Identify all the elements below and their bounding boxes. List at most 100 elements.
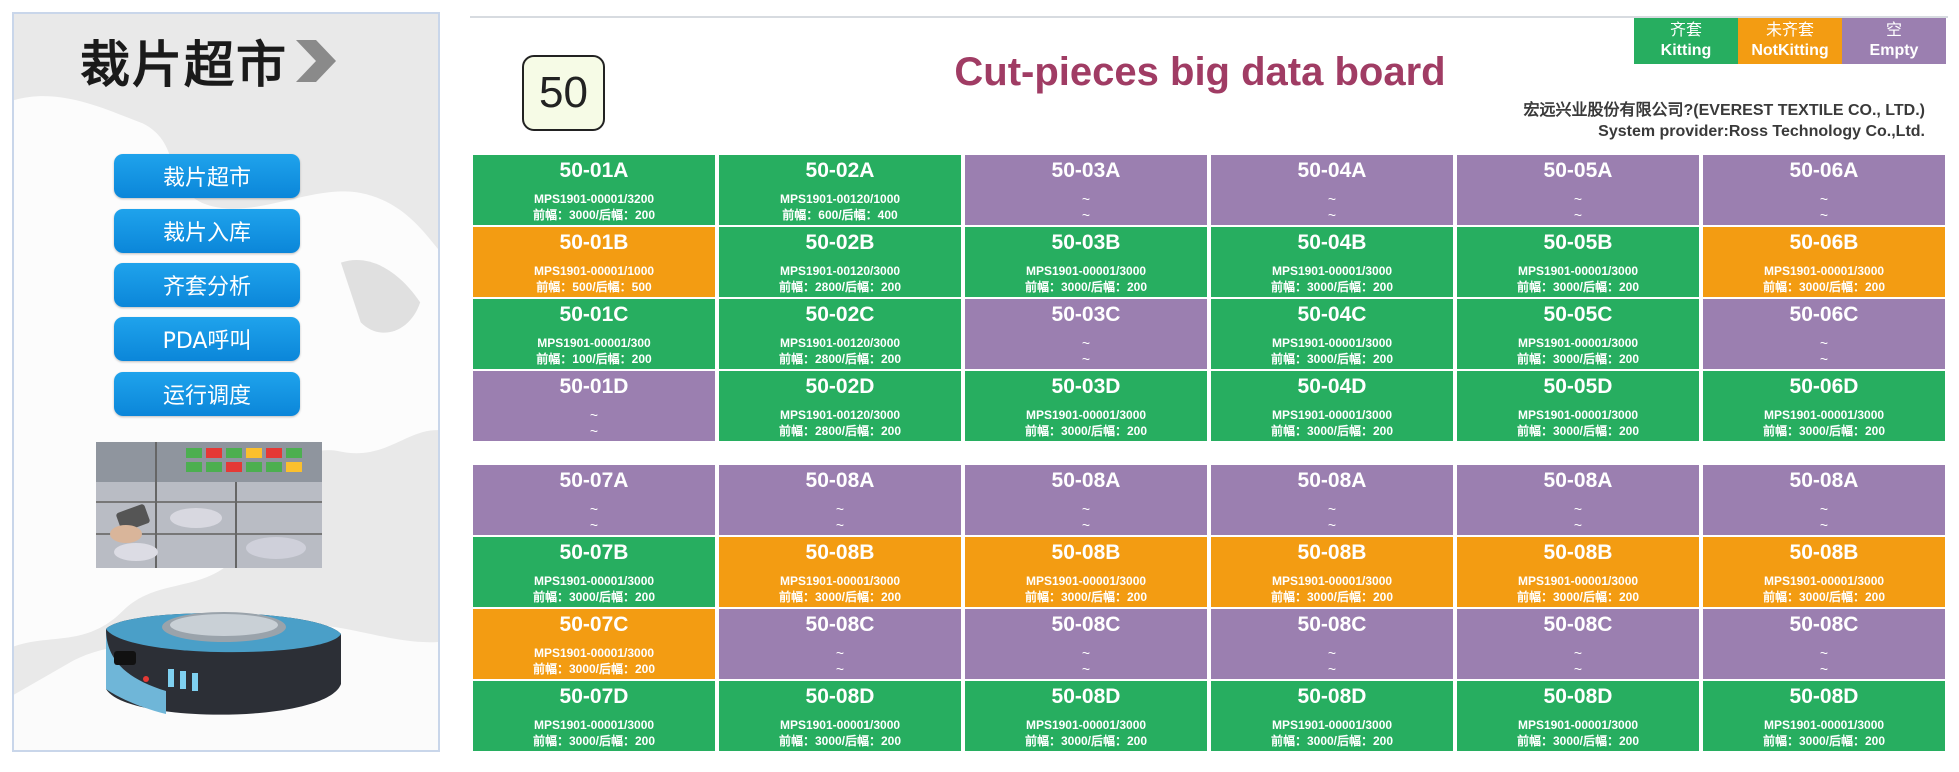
- shelf-cell-id: 50-04C: [1297, 303, 1367, 326]
- shelf-cell-widths: 前幅：3000/后幅：200: [532, 208, 656, 222]
- shelf-cell-order: MPS1901-00001/3000: [1271, 336, 1393, 350]
- shelf-cell-widths: 前幅：3000/后幅：200: [1762, 424, 1886, 438]
- shelf-cell[interactable]: 50-04D MPS1901-00001/3000 前幅：3000/后幅：200: [1211, 371, 1453, 441]
- shelf-cell[interactable]: 50-08B MPS1901-00001/3000 前幅：3000/后幅：200: [1703, 537, 1945, 607]
- shelf-cell[interactable]: 50-08C ~ ~: [1703, 609, 1945, 679]
- shelf-cell-widths: 前幅：3000/后幅：200: [532, 734, 656, 748]
- shelf-cell-id: 50-06B: [1789, 231, 1859, 254]
- nav-button-storage-in[interactable]: 裁片入库: [114, 209, 300, 253]
- shelf-cell-id: 50-08A: [1543, 469, 1613, 492]
- shelf-cell[interactable]: 50-08B MPS1901-00001/3000 前幅：3000/后幅：200: [1211, 537, 1453, 607]
- shelf-cell[interactable]: 50-05D MPS1901-00001/3000 前幅：3000/后幅：200: [1457, 371, 1699, 441]
- shelf-cell[interactable]: 50-03B MPS1901-00001/3000 前幅：3000/后幅：200: [965, 227, 1207, 297]
- shelf-cell[interactable]: 50-08D MPS1901-00001/3000 前幅：3000/后幅：200: [1457, 681, 1699, 751]
- shelf-cell-id: 50-05C: [1543, 303, 1613, 326]
- shelf-cell-widths: 前幅：500/后幅：500: [536, 280, 652, 294]
- shelf-cell[interactable]: 50-07A ~ ~: [473, 465, 715, 535]
- shelf-cell[interactable]: 50-02C MPS1901-00120/3000 前幅：2800/后幅：200: [719, 299, 961, 369]
- shelf-cell[interactable]: 50-05B MPS1901-00001/3000 前幅：3000/后幅：200: [1457, 227, 1699, 297]
- shelf-cell[interactable]: 50-04C MPS1901-00001/3000 前幅：3000/后幅：200: [1211, 299, 1453, 369]
- shelf-cell[interactable]: 50-02D MPS1901-00120/3000 前幅：2800/后幅：200: [719, 371, 961, 441]
- shelf-cell[interactable]: 50-01C MPS1901-00001/300 前幅：100/后幅：200: [473, 299, 715, 369]
- shelf-cell[interactable]: 50-08A ~ ~: [1211, 465, 1453, 535]
- nav-button-kitting-analysis[interactable]: 齐套分析: [114, 263, 300, 307]
- shelf-cell[interactable]: 50-08C ~ ~: [1211, 609, 1453, 679]
- shelf-cell-order: ~: [1819, 191, 1829, 207]
- shelf-cell[interactable]: 50-01A MPS1901-00001/3200 前幅：3000/后幅：200: [473, 155, 715, 225]
- shelf-cell-widths: 前幅：3000/后幅：200: [532, 590, 656, 604]
- shelf-cell-widths: 前幅：3000/后幅：200: [1762, 590, 1886, 604]
- shelf-cell[interactable]: 50-03D MPS1901-00001/3000 前幅：3000/后幅：200: [965, 371, 1207, 441]
- shelf-cell-widths: 前幅：3000/后幅：200: [1762, 280, 1886, 294]
- shelf-cell-widths: ~: [1081, 207, 1091, 223]
- shelf-cell-id: 50-08D: [1051, 685, 1121, 708]
- shelf-cell-widths: ~: [589, 423, 599, 439]
- shelf-cell[interactable]: 50-07D MPS1901-00001/3000 前幅：3000/后幅：200: [473, 681, 715, 751]
- shelf-cell-order: MPS1901-00001/3000: [1517, 408, 1639, 422]
- nav-button-dispatch[interactable]: 运行调度: [114, 372, 300, 416]
- shelf-cell-id: 50-01A: [559, 159, 629, 182]
- shelf-cell-id: 50-07B: [559, 541, 629, 564]
- shelf-cell-id: 50-08C: [1297, 613, 1367, 636]
- shelf-cell[interactable]: 50-08C ~ ~: [965, 609, 1207, 679]
- shelf-cell[interactable]: 50-06C ~ ~: [1703, 299, 1945, 369]
- shelf-cell[interactable]: 50-02A MPS1901-00120/1000 前幅：600/后幅：400: [719, 155, 961, 225]
- system-provider: System provider:Ross Technology Co.,Ltd.: [1598, 123, 1925, 140]
- shelf-cell-order: ~: [589, 407, 599, 423]
- legend-notkitting: 未齐套 NotKitting: [1738, 18, 1842, 64]
- shelf-cell-widths: 前幅：3000/后幅：200: [1270, 424, 1394, 438]
- shelf-cell[interactable]: 50-08D MPS1901-00001/3000 前幅：3000/后幅：200: [965, 681, 1207, 751]
- shelf-cell-widths: 前幅：3000/后幅：200: [1270, 734, 1394, 748]
- shelf-cell-id: 50-08B: [805, 541, 875, 564]
- shelf-cell-id: 50-08B: [1297, 541, 1367, 564]
- nav-button-pda-call[interactable]: PDA呼叫: [114, 317, 300, 361]
- shelf-cell-widths: 前幅：3000/后幅：200: [1516, 590, 1640, 604]
- shelf-cell[interactable]: 50-03C ~ ~: [965, 299, 1207, 369]
- shelf-cell-id: 50-05D: [1543, 375, 1613, 398]
- shelf-cell[interactable]: 50-01B MPS1901-00001/1000 前幅：500/后幅：500: [473, 227, 715, 297]
- shelf-cell[interactable]: 50-08D MPS1901-00001/3000 前幅：3000/后幅：200: [719, 681, 961, 751]
- shelf-cell-order: MPS1901-00001/3000: [1517, 336, 1639, 350]
- shelf-cell-id: 50-06D: [1789, 375, 1859, 398]
- area-number-badge: 50: [522, 55, 605, 131]
- shelf-cell[interactable]: 50-03A ~ ~: [965, 155, 1207, 225]
- shelf-cell-widths: 前幅：3000/后幅：200: [1516, 280, 1640, 294]
- shelf-cell[interactable]: 50-06D MPS1901-00001/3000 前幅：3000/后幅：200: [1703, 371, 1945, 441]
- shelf-cell[interactable]: 50-07B MPS1901-00001/3000 前幅：3000/后幅：200: [473, 537, 715, 607]
- shelf-cell-order: ~: [1327, 501, 1337, 517]
- shelf-cell[interactable]: 50-04B MPS1901-00001/3000 前幅：3000/后幅：200: [1211, 227, 1453, 297]
- shelf-cell-id: 50-08C: [805, 613, 875, 636]
- shelf-cell[interactable]: 50-06A ~ ~: [1703, 155, 1945, 225]
- shelf-cell-widths: ~: [1573, 661, 1583, 677]
- shelf-cell[interactable]: 50-07C MPS1901-00001/3000 前幅：3000/后幅：200: [473, 609, 715, 679]
- nav-button-cut-pieces-market[interactable]: 裁片超市: [114, 154, 300, 198]
- shelf-cell[interactable]: 50-08A ~ ~: [719, 465, 961, 535]
- shelf-cell-order: MPS1901-00001/3000: [1271, 574, 1393, 588]
- shelf-cell-id: 50-06C: [1789, 303, 1859, 326]
- shelf-cell[interactable]: 50-08D MPS1901-00001/3000 前幅：3000/后幅：200: [1211, 681, 1453, 751]
- shelf-cell-id: 50-05B: [1543, 231, 1613, 254]
- shelf-cell-order: MPS1901-00120/3000: [779, 408, 901, 422]
- shelf-cell-widths: ~: [1081, 517, 1091, 533]
- shelf-cell[interactable]: 50-08B MPS1901-00001/3000 前幅：3000/后幅：200: [719, 537, 961, 607]
- shelf-cell[interactable]: 50-05A ~ ~: [1457, 155, 1699, 225]
- shelf-cell-id: 50-01B: [559, 231, 629, 254]
- shelf-cell-widths: 前幅：3000/后幅：200: [1270, 352, 1394, 366]
- shelf-cell-order: MPS1901-00001/3000: [1763, 408, 1885, 422]
- shelf-cell-id: 50-07D: [559, 685, 629, 708]
- shelf-cell[interactable]: 50-08D MPS1901-00001/3000 前幅：3000/后幅：200: [1703, 681, 1945, 751]
- shelf-cell[interactable]: 50-04A ~ ~: [1211, 155, 1453, 225]
- shelf-cell[interactable]: 50-05C MPS1901-00001/3000 前幅：3000/后幅：200: [1457, 299, 1699, 369]
- shelf-cell[interactable]: 50-08C ~ ~: [1457, 609, 1699, 679]
- legend-notkitting-cn: 未齐套: [1765, 22, 1814, 39]
- shelf-cell[interactable]: 50-08B MPS1901-00001/3000 前幅：3000/后幅：200: [1457, 537, 1699, 607]
- shelf-cell[interactable]: 50-01D ~ ~: [473, 371, 715, 441]
- shelf-cell[interactable]: 50-02B MPS1901-00120/3000 前幅：2800/后幅：200: [719, 227, 961, 297]
- shelf-cell[interactable]: 50-08B MPS1901-00001/3000 前幅：3000/后幅：200: [965, 537, 1207, 607]
- shelf-cell[interactable]: 50-08A ~ ~: [965, 465, 1207, 535]
- shelf-cell[interactable]: 50-08A ~ ~: [1457, 465, 1699, 535]
- shelf-cell[interactable]: 50-06B MPS1901-00001/3000 前幅：3000/后幅：200: [1703, 227, 1945, 297]
- shelf-cell[interactable]: 50-08A ~ ~: [1703, 465, 1945, 535]
- shelf-cell[interactable]: 50-08C ~ ~: [719, 609, 961, 679]
- warehouse-photo: [96, 442, 322, 568]
